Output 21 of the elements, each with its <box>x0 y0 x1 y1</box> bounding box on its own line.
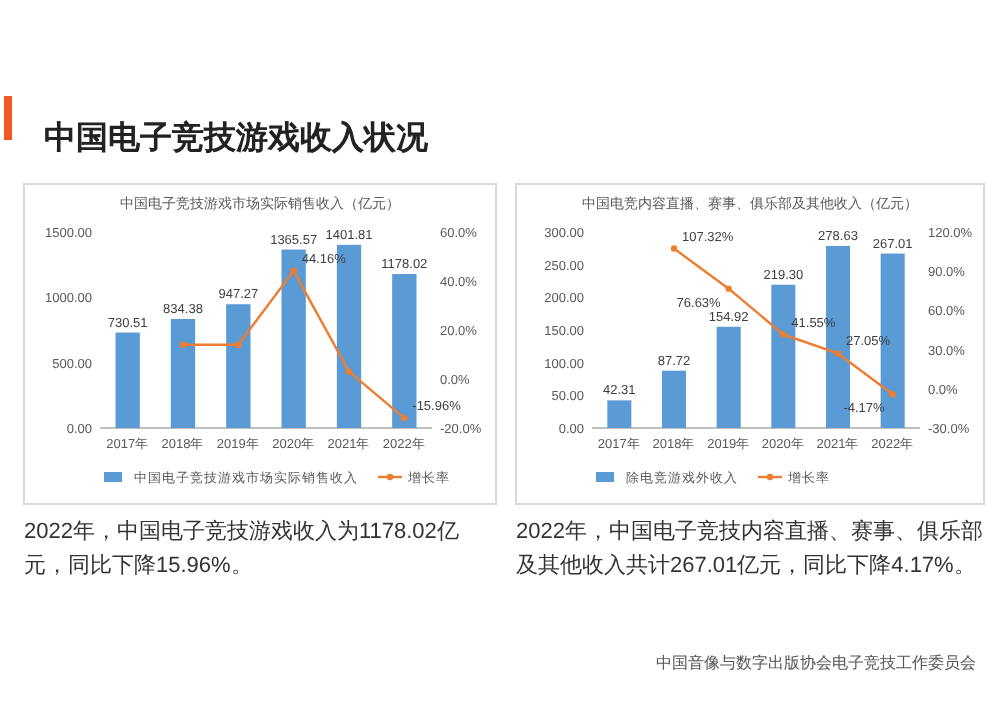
bar <box>226 304 251 428</box>
point <box>670 245 678 252</box>
text: 2022年，中国电子竞技内容直播、赛事、俱乐部及其他收入共计267.01亿元，同比下降4.17%。 <box>516 517 984 582</box>
point <box>780 331 787 338</box>
point <box>401 414 408 422</box>
point <box>834 350 842 357</box>
text: 中国电子竞技游戏收入状况 <box>44 120 430 156</box>
bar <box>716 326 741 428</box>
bar <box>607 400 632 428</box>
point <box>179 341 187 348</box>
point <box>725 285 732 292</box>
text: 2022年，中国电子竞技游戏收入为1178.02亿元，同比下降15.96%。 <box>24 517 461 582</box>
text: 中国音像与数字出版协会电子竞技工作委员会 <box>656 654 976 672</box>
bar <box>281 249 306 428</box>
point <box>345 368 353 375</box>
point <box>889 391 896 398</box>
point <box>235 341 242 348</box>
bar <box>115 332 140 428</box>
bar <box>661 370 687 428</box>
point <box>290 267 297 275</box>
bar <box>170 318 196 428</box>
